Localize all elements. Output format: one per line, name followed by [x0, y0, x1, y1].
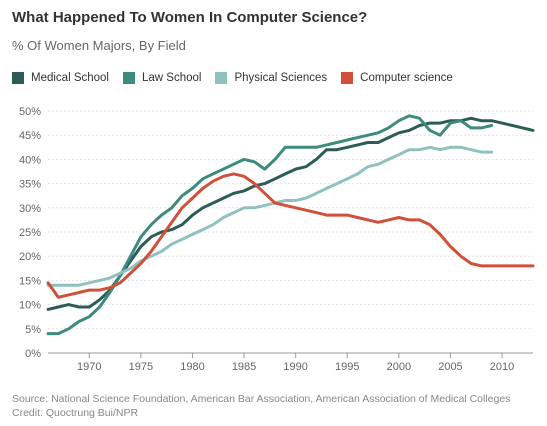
x-tick-label: 1970	[77, 361, 101, 373]
legend-item: Medical School	[12, 72, 109, 84]
legend-swatch	[122, 72, 135, 84]
legend-label: Law School	[141, 72, 202, 84]
y-tick-label: 0%	[25, 348, 41, 360]
x-tick-label: 1980	[180, 361, 204, 373]
y-tick-label: 5%	[25, 324, 41, 336]
x-tick-label: 2000	[387, 361, 411, 373]
chart-subtitle: % Of Women Majors, By Field	[12, 38, 186, 53]
source-text: Source: National Science Foundation, Ame…	[12, 393, 511, 405]
y-tick-label: 35%	[19, 179, 41, 191]
legend-item: Physical Sciences	[215, 72, 327, 84]
x-tick-label: 1985	[232, 361, 256, 373]
legend: Medical School Law School Physical Science…	[12, 72, 453, 84]
legend-label: Physical Sciences	[234, 72, 328, 84]
x-tick-label: 1990	[283, 361, 307, 373]
x-tick-label: 1995	[335, 361, 359, 373]
footer: Source: National Science Foundation, Ame…	[12, 392, 510, 420]
series-line-physical-sciences	[46, 145, 494, 287]
legend-item: Law School	[122, 72, 202, 84]
y-tick-label: 25%	[19, 227, 41, 239]
y-tick-label: 10%	[19, 300, 41, 312]
y-tick-label: 20%	[19, 251, 41, 263]
y-tick-label: 45%	[19, 130, 41, 142]
legend-swatch	[341, 72, 354, 84]
y-tick-label: 15%	[19, 275, 41, 287]
y-tick-label: 40%	[19, 154, 41, 166]
x-tick-label: 2005	[438, 361, 462, 373]
legend-label: Medical School	[31, 72, 109, 84]
chart-title: What Happened To Women In Computer Scien…	[12, 9, 368, 26]
credit-text: Credit: Quoctrung Bui/NPR	[12, 407, 139, 419]
legend-swatch	[12, 72, 24, 84]
series-line-computer-science	[46, 172, 535, 299]
series-line-medical-school	[46, 116, 535, 311]
legend-label: Computer science	[360, 72, 453, 84]
y-tick-label: 30%	[19, 203, 41, 215]
x-tick-label: 1975	[129, 361, 153, 373]
legend-swatch	[215, 72, 228, 84]
y-tick-label: 50%	[19, 106, 41, 118]
legend-item: Computer science	[341, 72, 453, 84]
x-tick-label: 2010	[490, 361, 514, 373]
